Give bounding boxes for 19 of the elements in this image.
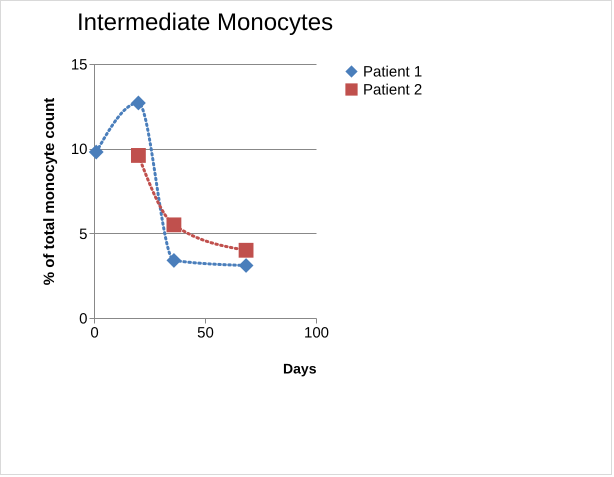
y-tick-label: 5 — [79, 226, 88, 243]
point — [238, 242, 254, 258]
legend-label: Patient 1 — [363, 64, 422, 80]
y-tick-label: 10 — [70, 141, 88, 158]
chart-title: Intermediate Monocytes — [76, 9, 334, 36]
x-tick-label: 0 — [90, 324, 99, 342]
x-tick-label: 50 — [197, 324, 214, 342]
point — [88, 144, 104, 160]
x-axis-title: Days — [283, 360, 317, 376]
point — [166, 253, 182, 268]
point — [166, 217, 182, 232]
point — [238, 258, 254, 273]
point — [130, 148, 146, 163]
y-tick-label: 15 — [70, 56, 88, 74]
y-tick-label: 0 — [79, 310, 88, 328]
point — [130, 96, 146, 110]
x-tick-label: 100 — [304, 324, 330, 342]
y-axis-title: % of total monocyte count — [40, 98, 58, 286]
legend-label: Patient 2 — [363, 82, 422, 98]
